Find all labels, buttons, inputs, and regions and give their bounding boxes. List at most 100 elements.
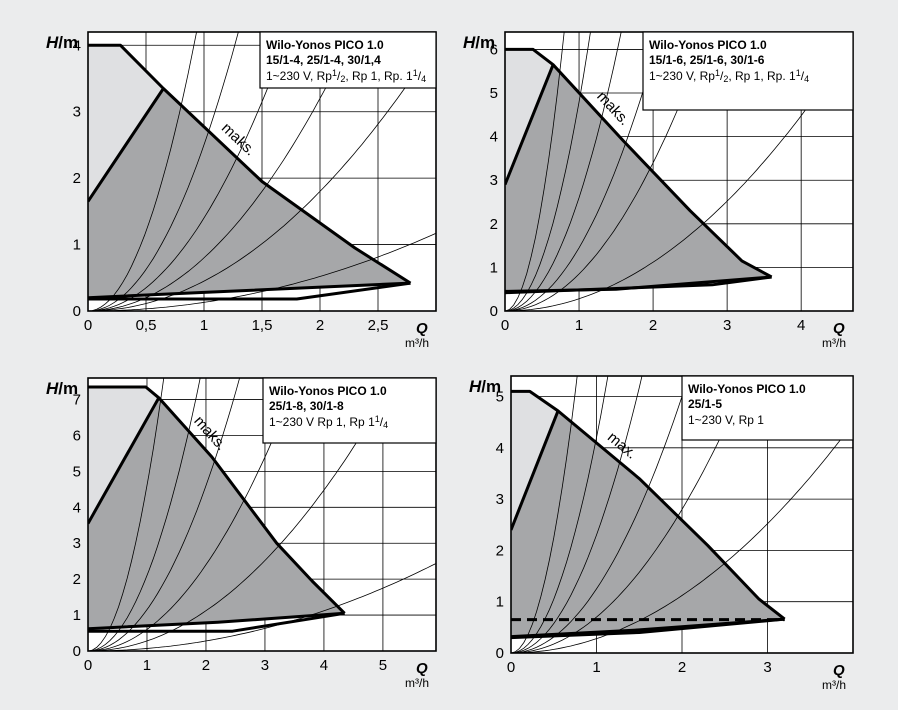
y-tick-label: 1 xyxy=(490,259,498,276)
min-curve xyxy=(88,611,345,631)
y-tick-label: 7 xyxy=(73,392,81,409)
constant-speed-region xyxy=(511,391,558,530)
system-curve xyxy=(511,376,749,653)
variable-curve xyxy=(88,397,161,525)
system-curve xyxy=(505,41,853,311)
legend-title: Wilo-Yonos PICO 1.0 xyxy=(266,38,384,52)
system-curve xyxy=(505,32,591,311)
x-tick-label: 1,5 xyxy=(252,317,273,334)
y-axis-label: H/m xyxy=(463,33,495,52)
legend-box xyxy=(262,377,437,444)
operating-range-region xyxy=(511,410,785,637)
system-curve xyxy=(88,32,239,311)
constant-speed-region xyxy=(88,45,164,202)
variable-curve xyxy=(511,410,560,531)
legend-title: Wilo-Yonos PICO 1.0 xyxy=(688,382,806,396)
y-tick-label: 1 xyxy=(73,607,81,624)
legend-spec: 1~230 V Rp 1, Rp 11/4 xyxy=(269,414,388,430)
operating-range-region xyxy=(88,88,411,298)
y-tick-label: 1 xyxy=(73,237,81,254)
y-tick-label: 4 xyxy=(73,499,81,516)
plot-frame xyxy=(87,377,437,652)
system-curve xyxy=(88,41,436,311)
legend-models: 15/1-4, 25/1-4, 30/1,4 xyxy=(266,53,381,67)
pump-chart-pico-1-4: maks.0 0,5 1 1,5 2 2,501234H/mQm³/hWilo-Yonos… xyxy=(46,31,437,350)
y-tick-label: 4 xyxy=(490,129,498,146)
min-curve xyxy=(88,281,411,300)
max-curve xyxy=(88,385,346,615)
y-tick-label: 0 xyxy=(496,645,504,662)
variable-curve xyxy=(88,87,165,203)
y-tick-label: 3 xyxy=(73,535,81,552)
y-tick-label: 3 xyxy=(490,172,498,189)
system-curve xyxy=(511,376,578,653)
x-tick-label: 0 xyxy=(84,317,92,334)
system-curve xyxy=(88,32,290,311)
x-axis-label: Q xyxy=(833,662,845,679)
y-tick-label: 6 xyxy=(73,427,81,444)
y-tick-label: 6 xyxy=(490,41,498,58)
system-curve xyxy=(88,378,241,651)
x-tick-label: 2 xyxy=(678,659,686,676)
min-speed-curve xyxy=(88,611,345,633)
system-curve xyxy=(88,563,436,651)
y-axis-label: H/m xyxy=(469,377,501,396)
x-axis-label: Q xyxy=(833,320,845,337)
y-tick-label: 0 xyxy=(73,643,81,660)
variable-curve xyxy=(505,64,555,186)
y-tick-label: 5 xyxy=(496,389,504,406)
system-curve xyxy=(88,378,201,651)
y-tick-label: 4 xyxy=(73,37,81,54)
system-curve xyxy=(88,32,197,311)
x-tick-label: 1 xyxy=(575,317,583,334)
y-tick-label: 2 xyxy=(496,542,504,559)
x-tick-label: 4 xyxy=(797,317,805,334)
legend-models: 25/1-5 xyxy=(688,397,722,411)
legend-models: 25/1-8, 30/1-8 xyxy=(269,399,344,413)
max-curve xyxy=(88,43,412,285)
legend-spec: 1~230 V, Rp1/2, Rp 1, Rp. 11/4 xyxy=(266,68,426,84)
legend-box xyxy=(681,375,854,441)
y-tick-label: 2 xyxy=(73,170,81,187)
x-axis-label: Q xyxy=(416,660,428,677)
y-tick-label: 0 xyxy=(490,303,498,320)
x-tick-label: 2,5 xyxy=(368,317,389,334)
min-speed-curve xyxy=(88,281,411,301)
system-curve xyxy=(505,32,622,311)
operating-range-region xyxy=(505,64,772,292)
y-tick-label: 5 xyxy=(73,463,81,480)
x-tick-label: 2 xyxy=(316,317,324,334)
legend-title: Wilo-Yonos PICO 1.0 xyxy=(649,38,767,52)
y-axis-label: H/m xyxy=(46,379,78,398)
x-tick-label: 3 xyxy=(723,317,731,334)
x-tick-label: 3 xyxy=(261,657,269,674)
legend-title: Wilo-Yonos PICO 1.0 xyxy=(269,384,387,398)
x-tick-label: 0 xyxy=(84,657,92,674)
x-tick-label: 1 xyxy=(592,659,600,676)
y-tick-label: 5 xyxy=(490,85,498,102)
y-tick-label: 3 xyxy=(73,104,81,121)
x-tick-label: 0 xyxy=(501,317,509,334)
x-tick-label: 2 xyxy=(202,657,210,674)
x-axis-unit: m³/h xyxy=(822,678,846,692)
x-tick-label: 3 xyxy=(763,659,771,676)
x-axis-unit: m³/h xyxy=(405,676,429,690)
system-curve xyxy=(88,232,436,311)
legend-spec: 1~230 V, Rp1/2, Rp 1, Rp. 11/4 xyxy=(649,68,809,84)
legend-models: 15/1-6, 25/1-6, 30/1-6 xyxy=(649,53,765,67)
system-curve xyxy=(505,32,565,311)
system-curve xyxy=(511,376,609,653)
system-curve xyxy=(88,378,165,651)
legend-box xyxy=(642,31,854,111)
legend-spec: 1~230 V, Rp 1 xyxy=(688,413,764,427)
y-axis-label: H/m xyxy=(46,33,78,52)
x-axis-label: Q xyxy=(416,320,428,337)
min-speed-curve xyxy=(511,617,785,640)
y-tick-label: 1 xyxy=(496,594,504,611)
x-axis-unit: m³/h xyxy=(405,336,429,350)
min-speed-curve xyxy=(505,275,772,295)
x-tick-label: 0 xyxy=(507,659,515,676)
